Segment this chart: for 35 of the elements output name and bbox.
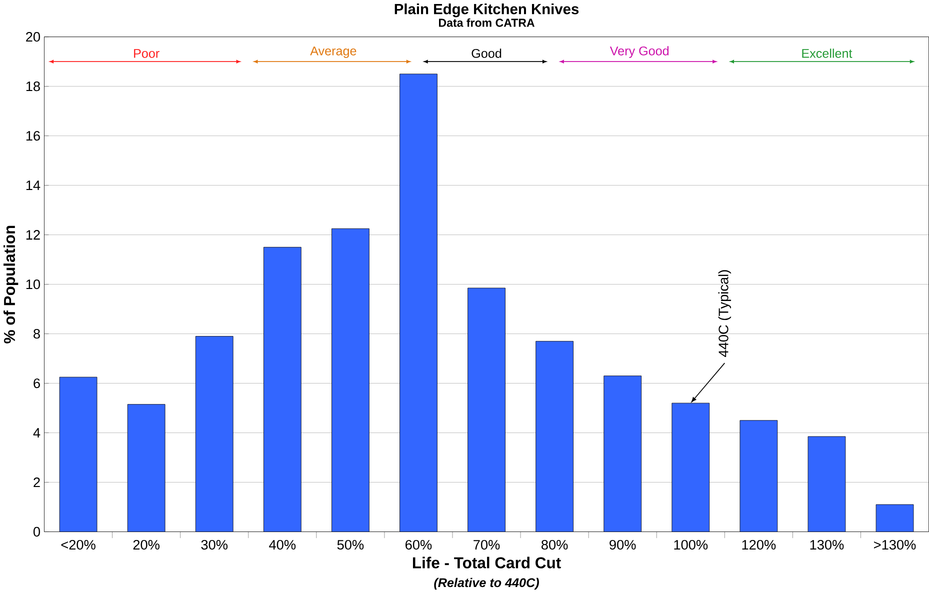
x-tick-label: 60% xyxy=(406,540,432,550)
x-tick-label: 70% xyxy=(474,540,500,550)
x-tick-label: >130% xyxy=(874,540,916,550)
annotation: Poor xyxy=(134,49,160,58)
x-tick-label: 80% xyxy=(542,540,568,550)
y-tick-label: 0 xyxy=(33,526,40,537)
y-axis-title: % of Population xyxy=(4,226,18,344)
annotation: Good xyxy=(472,48,502,58)
y-tick-label: 14 xyxy=(26,180,40,190)
y-tick-label: 18 xyxy=(26,81,40,92)
annotation: 440C (Typical) xyxy=(718,270,732,357)
y-tick-label: 16 xyxy=(26,130,40,141)
annotation: Very Good xyxy=(610,46,669,58)
y-tick-label: 6 xyxy=(34,378,40,388)
y-tick-label: 4 xyxy=(33,428,40,438)
x-tick-label: 120% xyxy=(742,540,776,550)
x-tick-label: 20% xyxy=(133,540,160,550)
x-tick-label: 50% xyxy=(337,540,364,550)
annotation: Excellent xyxy=(802,48,852,58)
x-tick-label: <20% xyxy=(61,540,96,550)
y-tick-label: 8 xyxy=(34,328,40,339)
x-tick-label: 40% xyxy=(269,540,296,550)
x-tick-label: 130% xyxy=(810,540,844,550)
x-axis-title: Life - Total Card Cut xyxy=(412,556,561,568)
chart-title: Plain Edge Kitchen Knives xyxy=(394,3,579,18)
y-tick-label: 20 xyxy=(26,32,40,42)
annotation: Average xyxy=(310,46,356,58)
y-tick-label: 12 xyxy=(26,230,40,240)
text: (Relative to 440C) xyxy=(434,578,539,590)
x-tick-label: 100% xyxy=(674,540,708,550)
x-tick-label: 30% xyxy=(201,540,228,550)
x-tick-label: 90% xyxy=(610,540,636,550)
chart-subtitle: Data from CATRA xyxy=(439,18,535,27)
y-tick-label: 10 xyxy=(26,279,40,290)
y-tick-label: 2 xyxy=(34,477,40,487)
